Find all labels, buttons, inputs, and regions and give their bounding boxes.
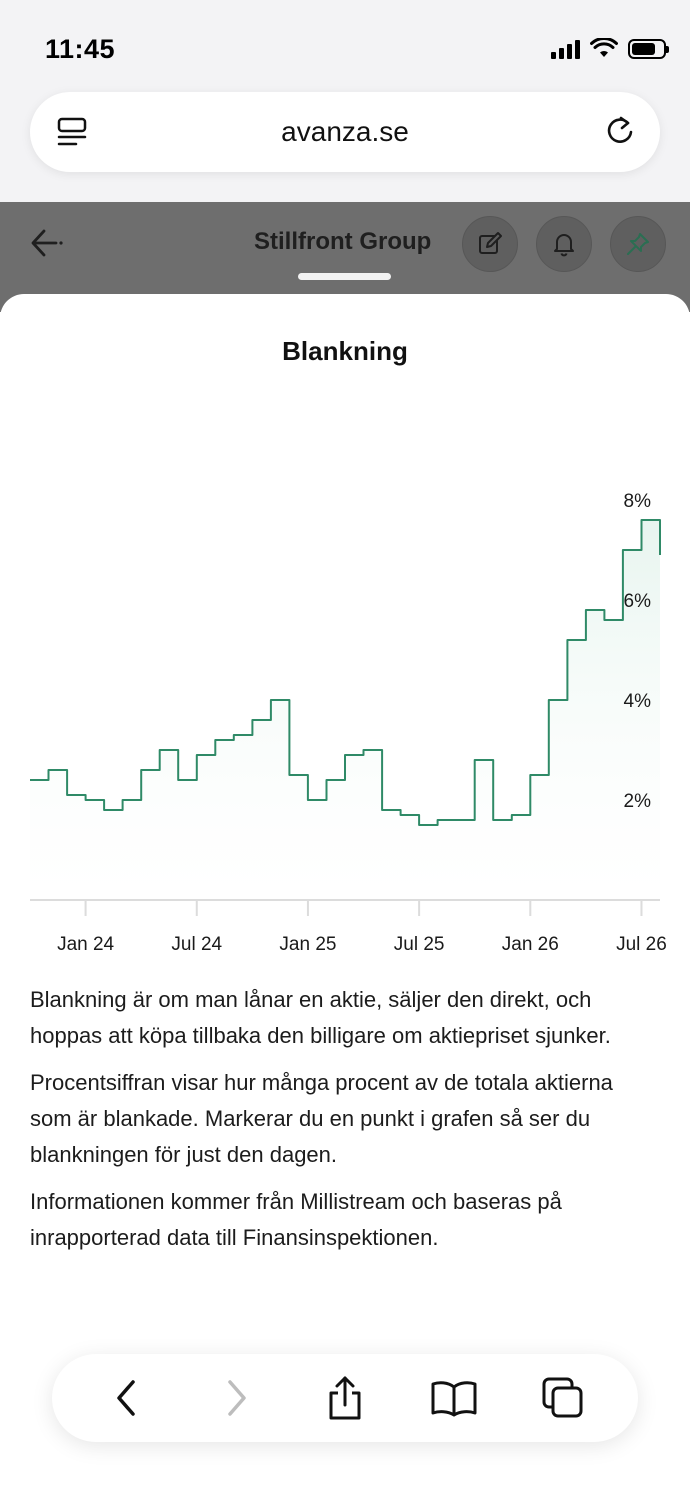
- battery-icon: [628, 39, 669, 59]
- status-bar: 11:45: [0, 0, 690, 92]
- edit-button[interactable]: [462, 216, 518, 272]
- chevron-right-icon: [228, 1380, 246, 1416]
- chevron-left-icon: [116, 1380, 135, 1416]
- y-tick-label: 2%: [624, 791, 652, 812]
- y-tick-label: 8%: [624, 491, 652, 512]
- alert-button[interactable]: [536, 216, 592, 272]
- book-icon: [431, 1381, 477, 1417]
- tabs-button[interactable]: [533, 1368, 593, 1428]
- x-tick-label: Jan 25: [279, 934, 336, 955]
- bookmarks-button[interactable]: [424, 1368, 484, 1428]
- page-menu-icon[interactable]: [56, 116, 88, 148]
- tabs-icon: [542, 1377, 583, 1418]
- wifi-icon: [590, 38, 618, 57]
- description: Blankning är om man lånar en aktie, sälj…: [30, 982, 660, 1267]
- description-paragraph: Informationen kommer från Millistream oc…: [30, 1189, 562, 1250]
- share-button[interactable]: [315, 1368, 375, 1428]
- description-paragraph: Blankning är om man lånar en aktie, sälj…: [30, 987, 611, 1048]
- page-header: Stillfront Group: [0, 202, 690, 312]
- browser-forward-button[interactable]: [206, 1368, 266, 1428]
- bell-icon: [554, 234, 574, 257]
- x-tick-label: Jul 26: [616, 934, 667, 955]
- short-interest-chart[interactable]: 2% 4% 6% 8% Jan 24 Jul 24 Jan 25 Jul 25 Jan 26 Ju…: [0, 440, 690, 970]
- url-text[interactable]: avanza.se: [281, 116, 409, 147]
- x-tick-label: Jan 26: [502, 934, 559, 955]
- status-time: 11:45: [45, 34, 116, 64]
- cellular-signal-icon: [551, 39, 580, 59]
- x-tick-label: Jul 24: [171, 934, 222, 955]
- sheet-title: Blankning: [282, 336, 408, 366]
- chart-series-line: [30, 519, 661, 826]
- edit-icon: [479, 232, 502, 254]
- x-tick-label: Jan 24: [57, 934, 114, 955]
- y-tick-label: 4%: [624, 691, 652, 712]
- browser-back-button[interactable]: [97, 1368, 157, 1428]
- stock-title: Stillfront Group: [254, 228, 432, 255]
- status-icons: [551, 38, 669, 60]
- y-tick-label: 6%: [624, 591, 652, 612]
- share-icon: [329, 1376, 361, 1420]
- x-tick-label: Jul 25: [394, 934, 445, 955]
- chart-area: [30, 520, 660, 900]
- pin-icon: [627, 233, 649, 255]
- browser-toolbar: [52, 1354, 638, 1442]
- description-paragraph: Procentsiffran visar hur många procent a…: [30, 1070, 613, 1167]
- drag-handle[interactable]: [298, 273, 391, 280]
- pin-button[interactable]: [610, 216, 666, 272]
- browser-chrome: avanza.se: [0, 92, 690, 202]
- address-bar[interactable]: avanza.se: [30, 92, 660, 172]
- reload-icon[interactable]: [604, 114, 636, 148]
- back-arrow-icon[interactable]: [30, 228, 66, 258]
